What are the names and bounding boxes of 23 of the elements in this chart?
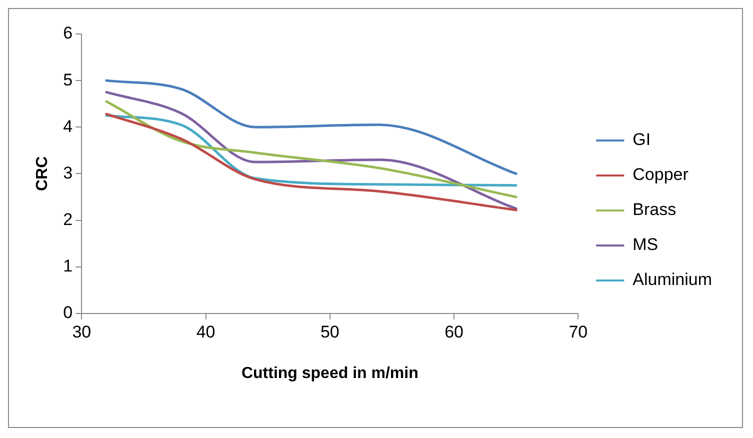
x-tick-label: 30 bbox=[72, 322, 92, 342]
x-tick-label: 70 bbox=[568, 322, 588, 342]
x-tick-label: 50 bbox=[320, 322, 340, 342]
legend-label: Copper bbox=[632, 165, 689, 184]
y-axis-title: CRC bbox=[34, 156, 52, 192]
y-tick-label: 0 bbox=[63, 303, 73, 322]
y-tick-label: 5 bbox=[63, 70, 73, 90]
y-tick-label: 1 bbox=[63, 256, 73, 276]
y-tick-label: 6 bbox=[63, 24, 73, 43]
line-series bbox=[105, 90, 518, 210]
legend-label: MS bbox=[632, 235, 658, 254]
line-series bbox=[105, 112, 518, 212]
y-tick-label: 3 bbox=[63, 163, 73, 182]
legend-label: GI bbox=[632, 130, 651, 150]
y-tick-label: 2 bbox=[63, 210, 73, 229]
line-series bbox=[105, 79, 518, 175]
x-tick-label: 60 bbox=[444, 322, 464, 342]
line-series bbox=[105, 100, 518, 198]
x-axis-title: Cutting speed in m/min bbox=[241, 364, 418, 382]
y-tick-label: 4 bbox=[63, 116, 73, 136]
legend-label: Brass bbox=[632, 200, 676, 220]
legend-label: Aluminium bbox=[632, 270, 712, 290]
x-tick-label: 40 bbox=[196, 322, 216, 342]
